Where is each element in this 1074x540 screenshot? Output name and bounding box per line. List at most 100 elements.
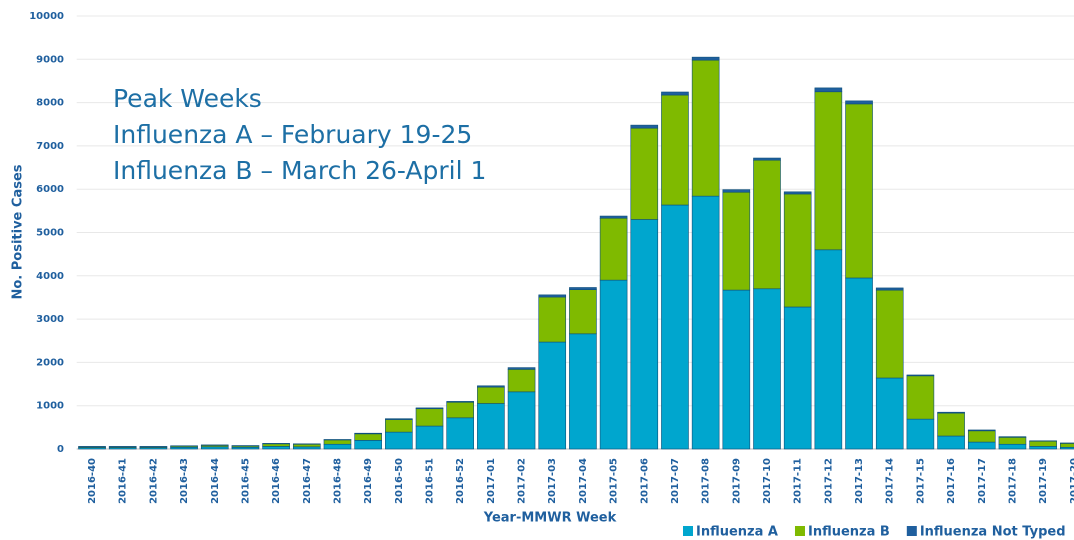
bar-segment [477,403,505,450]
bar-segment [630,124,659,129]
bar-segment [507,367,536,370]
bar-segment [446,417,475,450]
bar-segment [967,430,996,443]
bar-segment [446,401,475,403]
x-tick-label: 2017-13 [854,458,865,504]
bar-segment [906,375,935,420]
x-tick-label: 2016-51 [425,458,436,504]
bar-segment [507,391,536,450]
bar-segment [323,443,352,450]
legend-swatch [683,526,693,536]
annotation: Peak Weeks [113,84,262,113]
x-tick-label: 2017-12 [823,458,834,504]
y-tick-label: 3000 [36,314,64,325]
bar-segment [292,443,321,448]
bar-segment [415,407,444,410]
x-tick-label: 2017-18 [1007,458,1018,504]
bar-segment [783,193,812,308]
y-tick-label: 8000 [36,98,64,109]
x-tick-label: 2017-03 [547,458,558,504]
legend-swatch [794,526,805,536]
bar-segment [415,425,444,450]
bar-segment [753,157,781,161]
bar-segment [753,288,781,450]
bar-segment [599,217,628,281]
bar-segment [906,418,935,450]
x-tick-label: 2017-16 [946,458,957,504]
bar-segment [845,100,873,105]
bar-segment [937,411,965,414]
bar-segment [722,191,751,291]
x-tick-label: 2017-08 [701,458,712,504]
bar-segment [385,431,413,450]
x-tick-label: 2017-04 [578,458,589,504]
x-tick-label: 2016-42 [148,458,159,504]
bar-segment [538,294,567,298]
x-tick-label: 2017-10 [762,458,773,504]
x-tick-label: 2017-02 [517,458,528,504]
bar-segment [477,385,505,388]
bar-segment [1029,440,1057,447]
bar-segment [998,437,1027,445]
bar-segment [845,103,873,279]
bar-segment [814,249,843,450]
x-tick-label: 2017-20 [1069,458,1074,504]
y-axis-title: No. Positive Cases [11,164,26,299]
bar-segment [200,446,229,450]
x-tick-label: 2017-19 [1038,458,1049,504]
bar-segment [845,277,873,450]
bar-segment [906,374,935,377]
bar-segment [998,436,1027,438]
x-tick-label: 2017-14 [885,458,896,504]
y-tick-label: 4000 [36,271,64,282]
x-tick-label: 2016-52 [455,458,466,504]
x-axis-title: Year-MMWR Week [483,511,617,526]
y-tick-label: 6000 [36,184,64,195]
bar-segment [599,215,628,219]
x-tick-label: 2016-40 [87,458,98,504]
bar-segment [569,287,597,290]
bar-segment [875,289,904,379]
annotation: Influenza B – March 26-April 1 [113,156,486,185]
bar-segment [967,429,996,432]
x-tick-label: 2016-48 [332,458,343,504]
x-tick-label: 2017-07 [670,458,681,504]
bar-segment [998,443,1027,450]
bar-segment [814,87,843,93]
x-tick-label: 2016-44 [210,458,221,504]
legend-label: Influenza B [808,525,890,540]
x-tick-label: 2017-15 [915,458,926,504]
y-tick-label: 9000 [36,54,64,65]
bar-segment [262,446,290,450]
bar-segment [937,412,965,437]
bar-segment [354,433,382,441]
bar-segment [722,289,751,450]
bar-segment [477,386,505,404]
bar-segment [354,440,382,450]
bar-segment [937,435,965,450]
bar-segment [630,219,659,450]
x-tick-label: 2017-17 [977,458,988,504]
bar-segment [722,189,751,193]
x-tick-label: 2016-43 [179,458,190,504]
x-tick-label: 2016-46 [271,458,282,504]
bar-segment [783,306,812,450]
x-tick-label: 2016-50 [394,458,405,504]
y-tick-label: 10000 [29,11,64,22]
bar-segment [446,401,475,419]
x-tick-label: 2017-11 [793,458,804,504]
x-tick-label: 2016-41 [118,458,129,504]
y-tick-label: 2000 [36,357,64,368]
bar-segment [354,432,382,435]
bar-segment [661,204,689,450]
bar-segment [538,296,567,343]
bar-segment [385,419,413,433]
bar-segment [538,341,567,450]
bar-segment [569,333,597,450]
x-tick-label: 2016-49 [363,458,374,504]
bar-segment [691,195,720,450]
bar-segment [875,287,904,291]
x-tick-label: 2017-01 [486,458,497,504]
bar-segment [691,59,720,197]
